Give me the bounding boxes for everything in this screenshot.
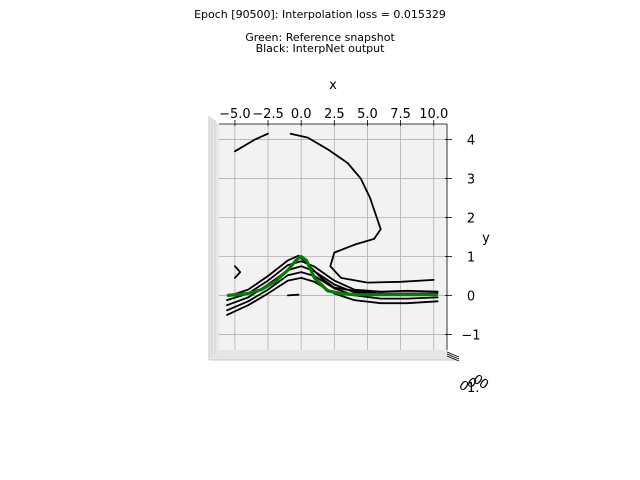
y-tick-label: 3	[467, 173, 475, 188]
z-tick-mark	[446, 355, 460, 362]
reference-series-line	[226, 254, 438, 297]
z-axis-ticks: 0 0 0 0 1.	[446, 351, 491, 396]
interp-series-line	[289, 132, 435, 284]
x-tick-label: 7.5	[390, 107, 411, 122]
x-tick-label: 2.5	[324, 107, 345, 122]
x-tick-label: 5.0	[357, 107, 378, 122]
figure-title: Epoch [90500]: Interpolation loss = 0.01…	[194, 8, 446, 21]
y-tick-label: −1	[461, 328, 480, 343]
y-tick-label: 4	[467, 134, 475, 149]
interp-series-line	[226, 260, 439, 302]
y-tick-label: 1	[467, 250, 475, 265]
y-tick-label: 2	[467, 212, 475, 227]
x-axis-label: x	[329, 78, 337, 93]
y-tick-label: 0	[467, 289, 475, 304]
y-axis-label: y	[482, 231, 490, 246]
interp-series-line	[226, 276, 439, 316]
interp-series-line	[233, 132, 269, 153]
series-layer	[226, 132, 439, 316]
x-ticks: −5.0 −2.5 0.0 2.5 5.0 7.5 10.0	[219, 107, 448, 126]
x-tick-label: −2.5	[252, 107, 284, 122]
z-tick-glyph: 1.	[467, 381, 479, 396]
bottom-pane	[209, 350, 457, 360]
z-tick-mark	[446, 353, 460, 360]
plot-pane	[219, 124, 447, 350]
grid-lines	[219, 124, 447, 350]
axes-3d-box	[208, 116, 457, 361]
left-pane	[209, 116, 219, 360]
x-tick-label: 0.0	[291, 107, 312, 122]
y-ticks: −1 0 1 2 3 4	[445, 134, 481, 343]
x-tick-label: 10.0	[419, 107, 448, 122]
interp-series-line	[233, 265, 242, 279]
interp-series-line	[286, 293, 300, 297]
legend-text-reference: Green: Reference snapshot	[245, 31, 395, 44]
z-tick-mark	[446, 351, 460, 358]
x-tick-label: −5.0	[219, 107, 251, 122]
legend-text-interp: Black: InterpNet output	[256, 42, 386, 55]
